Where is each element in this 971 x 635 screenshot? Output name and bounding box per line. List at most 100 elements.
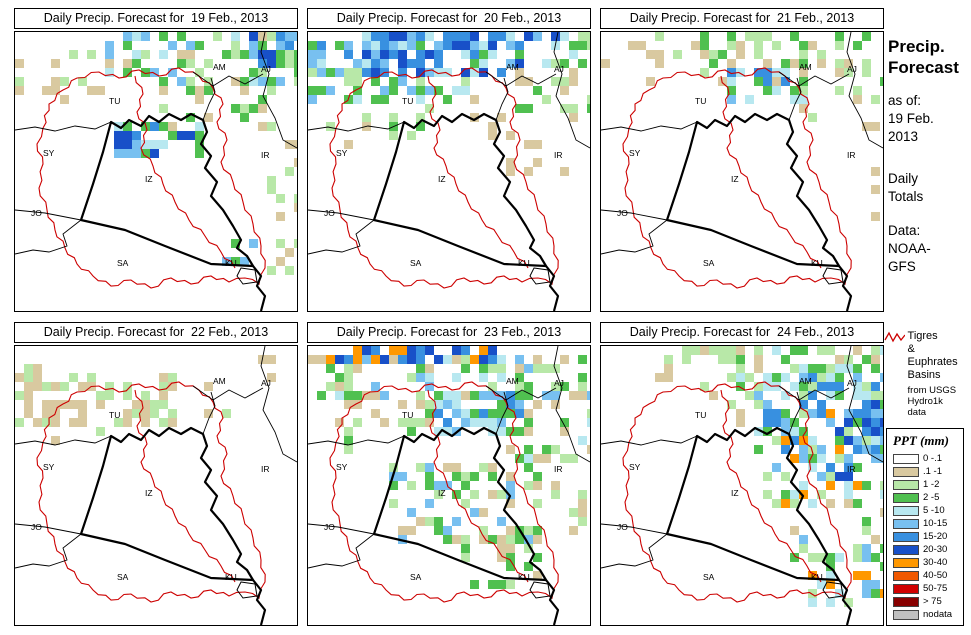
svg-text:SA: SA: [117, 572, 129, 582]
legend-label: 30-40: [923, 557, 948, 568]
asof-date-line1: 19 Feb.: [888, 111, 934, 126]
svg-text:TU: TU: [695, 410, 706, 420]
svg-text:SY: SY: [336, 148, 348, 158]
legend-rows: 0 -.1 .1 -1 1 -2 2 -5 5 -10 10-15 15-20 20-30 30…: [893, 452, 960, 621]
map-box: AM AJ TU SY IR JO IZ SA KU: [600, 345, 884, 626]
legend-label: 1 -2: [923, 479, 940, 490]
panel-title: Daily Precip. Forecast for 22 Feb., 2013: [14, 322, 298, 343]
basins-source-line1: from USGS: [907, 385, 957, 396]
legend-swatch: [893, 492, 919, 503]
basins-line2: & Euphrates: [907, 343, 958, 368]
forecast-panel-19feb: Daily Precip. Forecast for 19 Feb., 2013…: [14, 8, 298, 312]
svg-text:AJ: AJ: [847, 378, 857, 388]
legend-row: 0 -.1: [893, 452, 960, 465]
svg-text:JO: JO: [324, 522, 335, 532]
svg-text:KU: KU: [518, 258, 530, 268]
svg-text:TU: TU: [402, 410, 413, 420]
sidebar-asof: as of: 19 Feb. 2013: [888, 92, 968, 146]
legend-label: > 75: [923, 596, 942, 607]
precip-map-20feb: AM AJ TU SY IR JO IZ SA KU: [308, 32, 590, 311]
legend-swatch: [893, 479, 919, 490]
legend-swatch: [893, 453, 919, 464]
legend-row: 30-40: [893, 556, 960, 569]
svg-text:IZ: IZ: [145, 488, 153, 498]
legend-label: 0 -.1: [923, 453, 943, 464]
legend-swatch: [893, 570, 919, 581]
legend-label: 15-20: [923, 531, 948, 542]
basins-line3: Basins: [907, 369, 941, 381]
svg-text:AJ: AJ: [554, 64, 564, 74]
svg-text:SA: SA: [703, 572, 715, 582]
svg-text:SY: SY: [43, 462, 55, 472]
map-box: AM AJ TU SY IR JO IZ SA KU: [600, 31, 884, 312]
svg-text:SA: SA: [410, 258, 422, 268]
panel-title: Daily Precip. Forecast for 20 Feb., 2013: [307, 8, 591, 29]
svg-text:AJ: AJ: [554, 378, 564, 388]
forecast-panel-20feb: Daily Precip. Forecast for 20 Feb., 2013…: [307, 8, 591, 312]
basins-line1: Tigres: [907, 330, 938, 342]
panel-title: Daily Precip. Forecast for 23 Feb., 2013: [307, 322, 591, 343]
legend-label: nodata: [923, 609, 953, 620]
svg-text:JO: JO: [324, 208, 335, 218]
asof-date-line2: 2013: [888, 129, 919, 144]
svg-text:IR: IR: [261, 150, 270, 160]
legend-label: 20-30: [923, 544, 948, 555]
map-box: AM AJ TU SY IR JO IZ SA KU: [14, 345, 298, 626]
data-line1: NOAA-: [888, 241, 931, 256]
asof-label: as of:: [888, 93, 922, 108]
svg-text:IR: IR: [261, 464, 270, 474]
precip-map-21feb: AM AJ TU SY IR JO IZ SA KU: [601, 32, 883, 311]
precip-legend: PPT (mm) 0 -.1 .1 -1 1 -2 2 -5 5 -10 10-15 15-…: [886, 428, 964, 626]
svg-text:AM: AM: [506, 62, 519, 72]
svg-text:AM: AM: [213, 62, 226, 72]
forecast-panel-21feb: Daily Precip. Forecast for 21 Feb., 2013…: [600, 8, 884, 312]
legend-row: 1 -2: [893, 478, 960, 491]
legend-label: 10-15: [923, 518, 948, 529]
legend-swatch: [893, 557, 919, 568]
svg-text:AM: AM: [799, 62, 812, 72]
svg-text:AJ: AJ: [261, 64, 271, 74]
basin-zigzag-icon: [884, 331, 905, 343]
legend-row: 15-20: [893, 530, 960, 543]
svg-text:TU: TU: [695, 96, 706, 106]
svg-text:AM: AM: [799, 376, 812, 386]
panel-title: Daily Precip. Forecast for 19 Feb., 2013: [14, 8, 298, 29]
legend-row: 50-75: [893, 582, 960, 595]
legend-row: > 75: [893, 595, 960, 608]
legend-swatch: [893, 583, 919, 594]
sidebar-title-line2: Forecast: [888, 58, 959, 77]
svg-text:SY: SY: [629, 462, 641, 472]
precip-map-24feb: AM AJ TU SY IR JO IZ SA KU: [601, 346, 883, 625]
forecast-panel-22feb: Daily Precip. Forecast for 22 Feb., 2013…: [14, 322, 298, 626]
sidebar-data-source: Data: NOAA- GFS: [888, 222, 968, 276]
sidebar-basins-note: Tigres & Euphrates Basins from USGS Hydr…: [884, 330, 964, 418]
legend-row: 2 -5: [893, 491, 960, 504]
map-box: AM AJ TU SY IR JO IZ SA KU: [14, 31, 298, 312]
svg-text:JO: JO: [617, 208, 628, 218]
basins-note-text: Tigres & Euphrates Basins from USGS Hydr…: [908, 330, 964, 418]
svg-text:KU: KU: [518, 572, 530, 582]
precip-map-22feb: AM AJ TU SY IR JO IZ SA KU: [15, 346, 297, 625]
legend-swatch: [893, 544, 919, 555]
svg-text:AJ: AJ: [261, 378, 271, 388]
map-box: AM AJ TU SY IR JO IZ SA KU: [307, 31, 591, 312]
legend-row: 10-15: [893, 517, 960, 530]
forecast-panel-24feb: Daily Precip. Forecast for 24 Feb., 2013…: [600, 322, 884, 626]
basins-source-line2: Hydro1k data: [907, 396, 943, 418]
legend-swatch: [893, 596, 919, 607]
legend-label: 50-75: [923, 583, 948, 594]
svg-text:KU: KU: [811, 258, 823, 268]
totals-line1: Daily: [888, 171, 919, 186]
svg-text:IR: IR: [847, 464, 856, 474]
legend-row: nodata: [893, 608, 960, 621]
svg-text:IZ: IZ: [438, 488, 446, 498]
map-box: AM AJ TU SY IR JO IZ SA KU: [307, 345, 591, 626]
legend-title: PPT (mm): [893, 433, 949, 448]
svg-text:IR: IR: [847, 150, 856, 160]
legend-swatch: [893, 518, 919, 529]
svg-text:SY: SY: [336, 462, 348, 472]
legend-row: 20-30: [893, 543, 960, 556]
legend-swatch: [893, 466, 919, 477]
svg-text:KU: KU: [225, 572, 237, 582]
legend-label: .1 -1: [923, 466, 943, 477]
